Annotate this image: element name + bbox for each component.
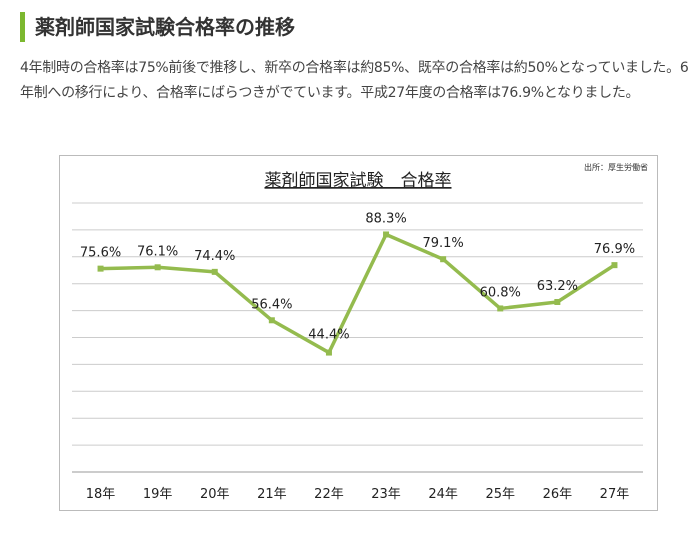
chart-title: 薬剤師国家試験 合格率 xyxy=(265,171,452,191)
data-label: 63.2% xyxy=(537,279,578,294)
data-label: 76.9% xyxy=(594,242,635,257)
data-point xyxy=(97,265,104,272)
series-line xyxy=(100,232,616,355)
x-tick-label: 19年 xyxy=(143,487,173,502)
x-tick-label: 18年 xyxy=(86,487,116,502)
data-label: 88.3% xyxy=(365,211,406,226)
x-tick-label: 24年 xyxy=(428,487,458,502)
chart-source: 出所：厚生労働省 xyxy=(584,162,648,172)
data-point xyxy=(211,268,218,275)
x-tick-label: 23年 xyxy=(371,487,401,502)
x-tick-label: 27年 xyxy=(600,487,630,502)
data-point xyxy=(325,349,332,356)
x-tick-label: 22年 xyxy=(314,487,344,502)
data-point xyxy=(554,298,561,305)
page-heading: 薬剤師国家試験合格率の推移 xyxy=(20,12,295,42)
x-tick-label: 26年 xyxy=(543,487,573,502)
data-label: 44.4% xyxy=(308,328,349,343)
pass-rate-chart xyxy=(59,155,658,511)
description-paragraph: 4年制時の合格率は75%前後で推移し、新卒の合格率は約85%、既卒の合格率は約5… xyxy=(20,60,689,101)
data-label: 76.1% xyxy=(137,244,178,259)
x-tick-label: 20年 xyxy=(200,487,230,502)
x-tick-label: 25年 xyxy=(485,487,515,502)
data-label: 74.4% xyxy=(194,249,235,264)
data-label: 60.8% xyxy=(480,285,521,300)
data-label: 56.4% xyxy=(251,297,292,312)
data-point xyxy=(611,262,618,269)
data-point xyxy=(440,256,447,263)
data-label: 75.6% xyxy=(80,246,121,261)
data-point xyxy=(497,305,504,312)
x-tick-label: 21年 xyxy=(257,487,287,502)
data-label: 79.1% xyxy=(422,236,463,251)
data-point xyxy=(268,317,275,324)
data-point xyxy=(383,231,390,238)
data-point xyxy=(154,264,161,271)
